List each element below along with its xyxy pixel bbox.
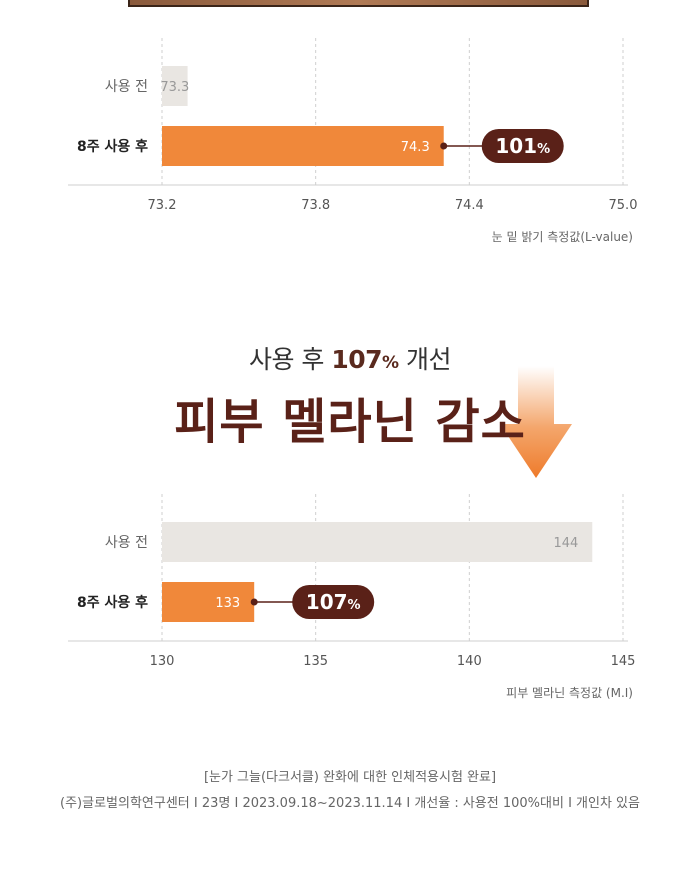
data-label: 133	[215, 596, 240, 611]
down-arrow-icon	[500, 366, 572, 478]
improvement-badge	[481, 129, 564, 163]
x-tick-label: 140	[457, 654, 482, 669]
badge-percent: %	[537, 142, 550, 157]
badge-connector-dot	[250, 598, 258, 606]
category-label: 8주 사용 후	[77, 139, 148, 155]
x-tick-label: 73.8	[301, 198, 330, 213]
x-axis-label: 눈 밑 밝기 측정값(L-value)	[492, 230, 633, 244]
subtitle-prefix: 사용 후	[248, 345, 332, 374]
x-tick-label: 73.2	[148, 198, 177, 213]
improvement-badge	[292, 585, 375, 619]
x-tick-label: 75.0	[609, 198, 638, 213]
bar-after	[162, 126, 444, 166]
badge-number: 107	[306, 590, 348, 614]
data-label: 74.3	[401, 140, 430, 155]
x-tick-label: 145	[611, 654, 636, 669]
improvement-subtitle: 사용 후 107% 개선	[0, 340, 700, 376]
subtitle-suffix: 개선	[398, 345, 452, 374]
bar-after	[162, 582, 255, 622]
subtitle-percent: %	[382, 353, 399, 373]
footer-test-note: [눈가 그늘(다크서클) 완화에 대한 인체적용시험 완료]	[203, 770, 497, 785]
headline-title: 피부 멜라닌 감소	[174, 394, 526, 450]
improvement-badge-text: 101%	[495, 134, 550, 158]
x-tick-label: 130	[150, 654, 175, 669]
bar-before	[162, 66, 188, 106]
x-tick-label: 135	[303, 654, 328, 669]
x-axis-label: 피부 멜라닌 측정값 (M.I)	[506, 686, 633, 700]
subtitle-number: 107	[331, 345, 383, 374]
melanin-chart: 사용 전 144 8주 사용 후 133 107% 130 135 140 145 피부 멜라닌 …	[68, 494, 636, 700]
badge-percent: %	[348, 598, 361, 613]
category-label: 사용 전	[105, 79, 148, 95]
badge-number: 101	[495, 134, 537, 158]
category-label: 8주 사용 후	[77, 595, 148, 611]
product-photo-edge	[128, 0, 589, 7]
data-label: 73.3	[160, 80, 189, 95]
bar-before	[162, 522, 593, 562]
improvement-badge-text: 107%	[306, 590, 361, 614]
badge-connector-dot	[440, 142, 448, 150]
footer-test-details: (주)글로벌의학연구센터 I 23명 I 2023.09.18~2023.11.…	[60, 796, 640, 811]
data-label: 144	[553, 536, 578, 551]
eye-brightness-chart: 사용 전 73.3 8주 사용 후 74.3 101% 73.2 73.8 74.4 75.0 눈…	[68, 38, 638, 244]
category-label: 사용 전	[105, 535, 148, 551]
x-tick-label: 74.4	[455, 198, 484, 213]
